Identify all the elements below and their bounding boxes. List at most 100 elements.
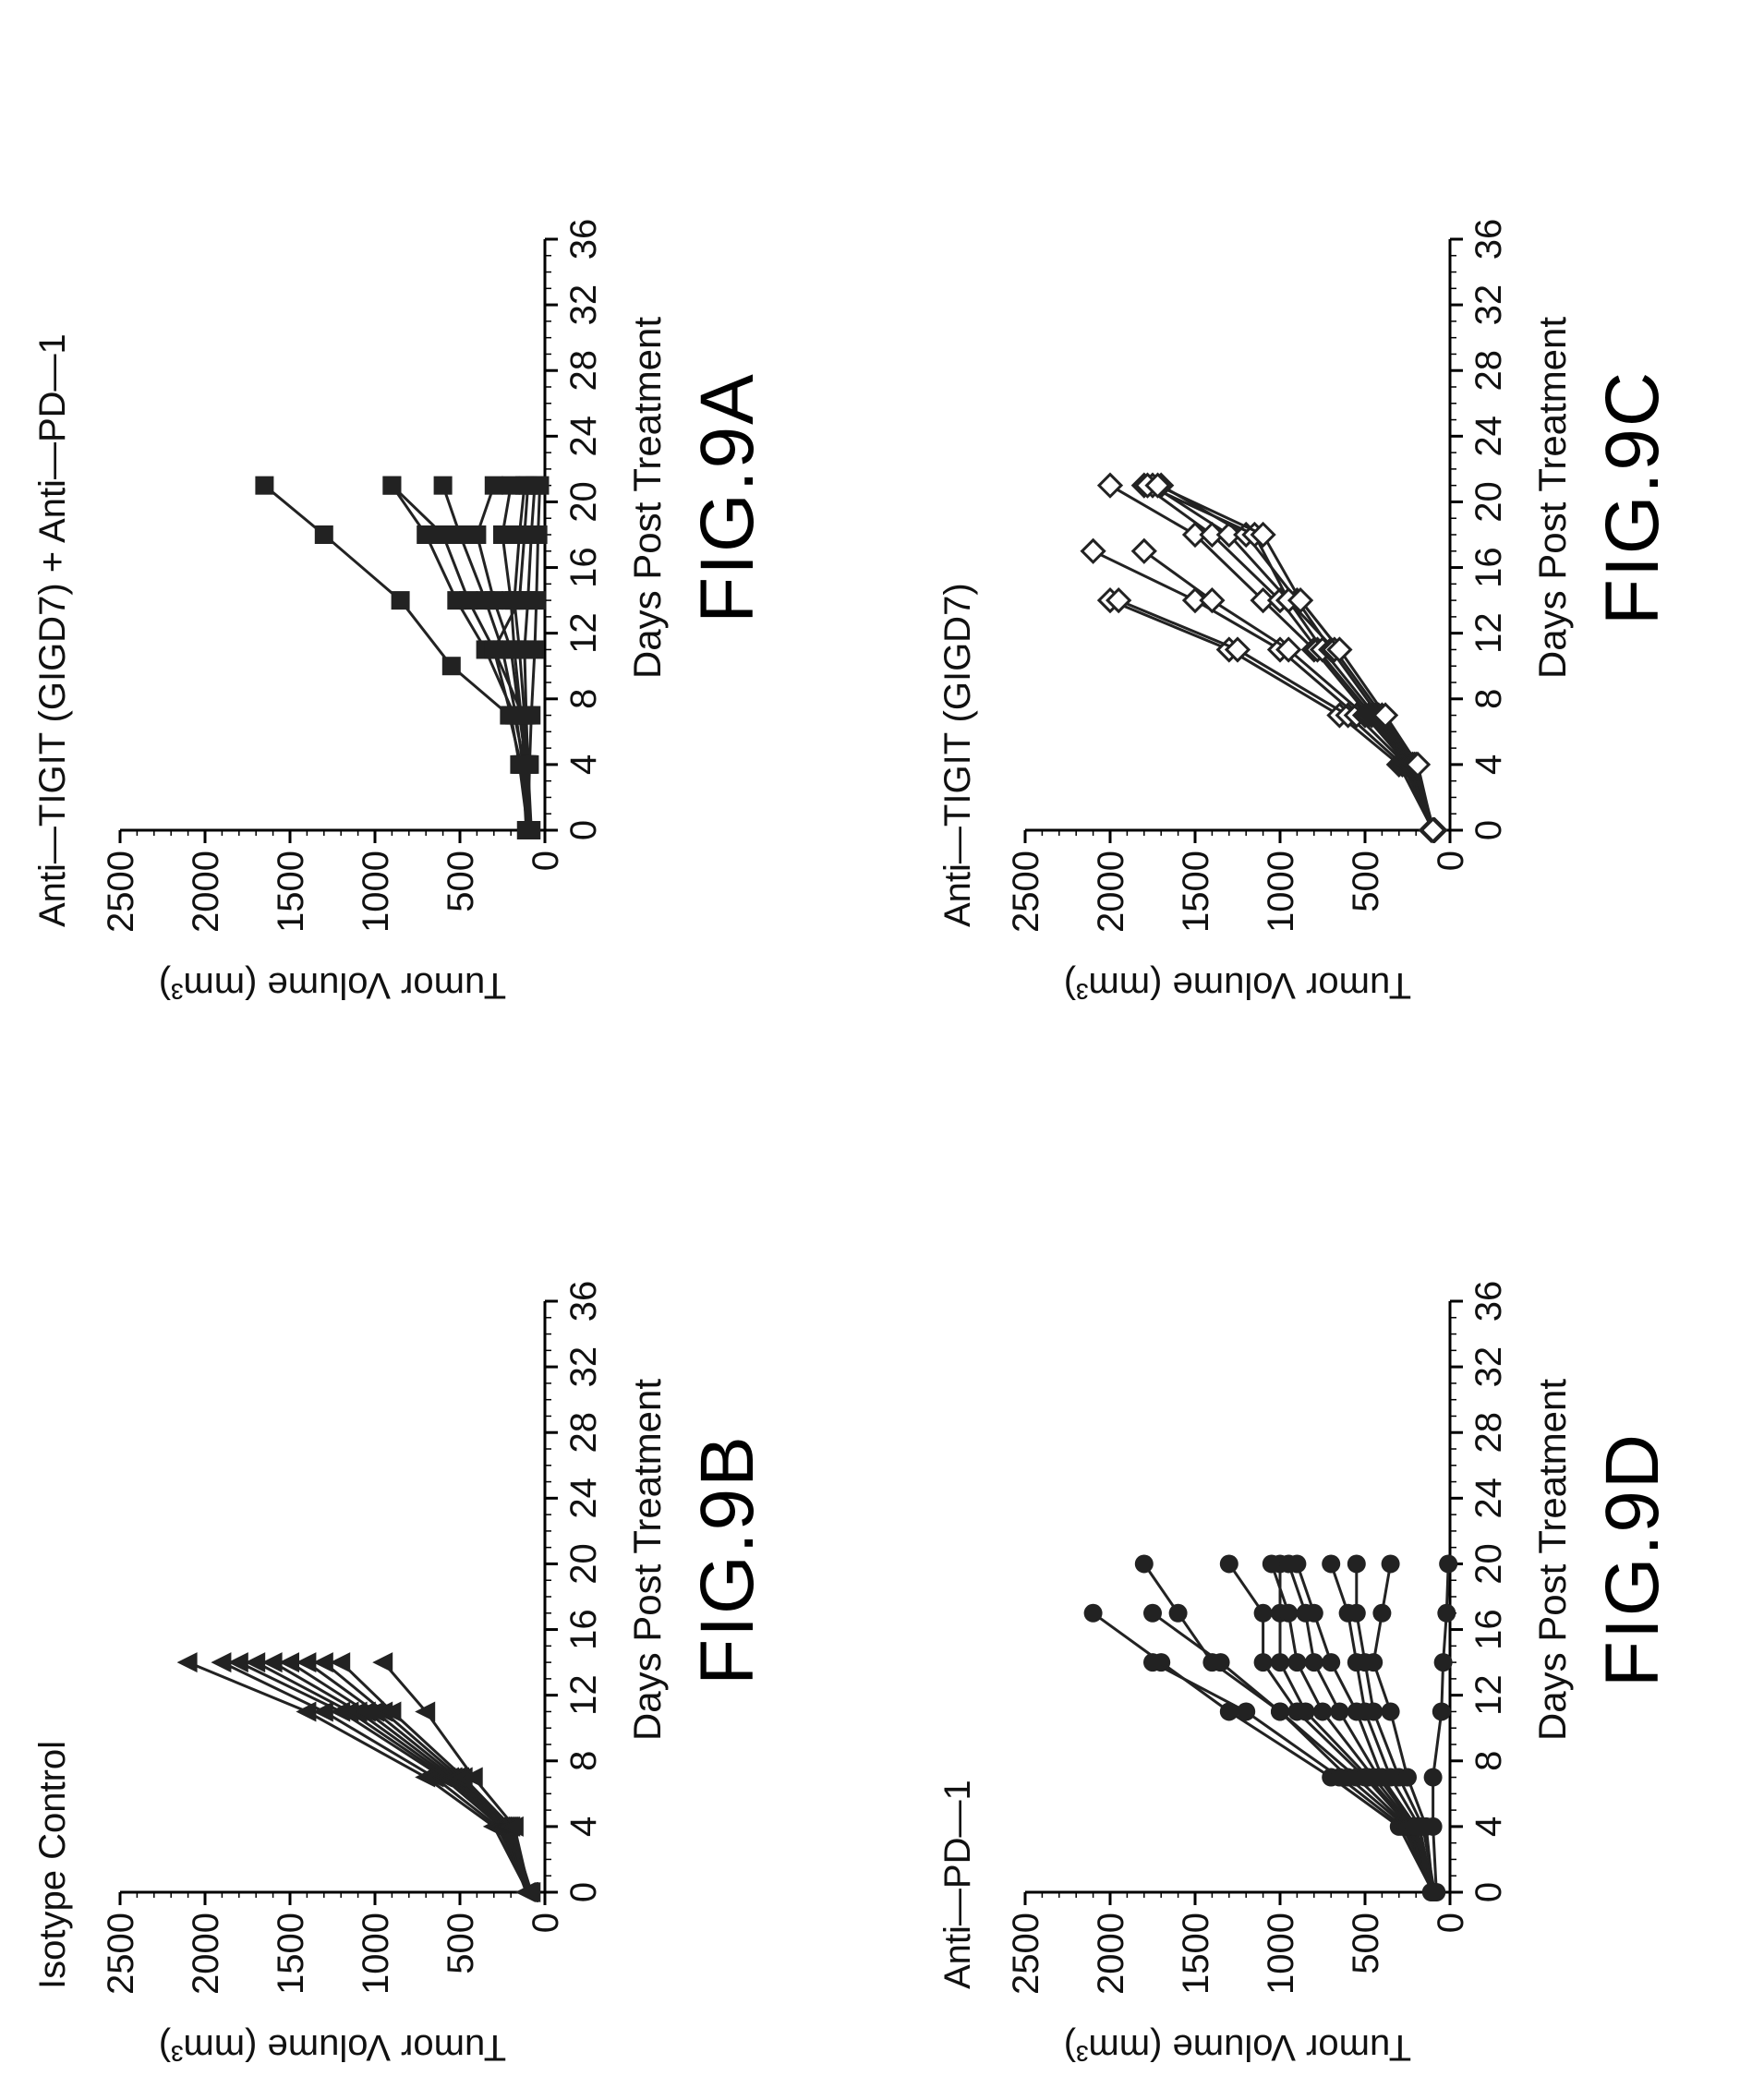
data-point <box>1381 1702 1400 1721</box>
x-tick-label: 0 <box>563 1882 604 1902</box>
data-point <box>1275 636 1302 663</box>
x-tick-label: 20 <box>563 1543 604 1585</box>
data-point <box>1398 1768 1417 1787</box>
y-tick-label: 2500 <box>101 1913 141 1995</box>
data-point <box>484 476 503 495</box>
data-point <box>525 640 544 659</box>
x-tick-label: 20 <box>563 481 604 523</box>
x-tick-label: 4 <box>563 754 604 775</box>
data-point <box>1219 1702 1238 1721</box>
y-tick-label: 500 <box>441 851 481 912</box>
y-tick-label: 0 <box>526 1913 566 1933</box>
series-line <box>238 1660 529 1893</box>
data-point <box>1143 1653 1162 1672</box>
x-tick-label: 24 <box>563 1478 604 1519</box>
y-tick-label: 2500 <box>1006 1913 1046 1995</box>
data-point <box>1219 1554 1238 1574</box>
data-point <box>522 706 541 725</box>
data-point <box>520 754 539 774</box>
x-tick-label: 4 <box>563 1816 604 1837</box>
data-point <box>1106 586 1132 614</box>
y-tick-label: 1500 <box>1176 851 1216 933</box>
x-tick-label: 4 <box>1468 754 1509 775</box>
data-point <box>1437 1603 1456 1623</box>
x-tick-label: 8 <box>1468 689 1509 709</box>
data-point <box>1347 1554 1366 1574</box>
x-tick-label: 4 <box>1468 1816 1509 1837</box>
x-tick-label: 8 <box>563 689 604 709</box>
x-axis-label: Days Post Treatment <box>1530 317 1574 679</box>
x-tick-label: 32 <box>563 284 604 326</box>
data-point <box>1168 1603 1188 1623</box>
data-point <box>1313 1702 1332 1721</box>
data-point <box>1427 1883 1446 1901</box>
x-tick-label: 12 <box>563 1674 604 1716</box>
panel-fig-9b: Isotype Control 0 500 1000 1500 2000 2500 0 4 8 12… <box>32 1281 769 2068</box>
data-point <box>1423 1768 1443 1787</box>
y-tick-label: 0 <box>526 851 566 871</box>
data-point <box>1144 472 1171 499</box>
x-tick-label: 24 <box>1468 416 1509 457</box>
data-point <box>382 476 402 495</box>
data-point <box>1130 537 1157 564</box>
data-point <box>484 640 503 659</box>
data-point <box>1423 1816 1443 1836</box>
data-point <box>314 525 333 544</box>
data-point <box>1420 816 1446 844</box>
y-tick-label: 2000 <box>186 1913 226 1995</box>
data-point <box>415 1701 436 1722</box>
data-point <box>391 591 410 610</box>
data-point <box>1322 1653 1341 1672</box>
x-tick-label: 12 <box>563 612 604 654</box>
data-point <box>518 821 538 839</box>
data-point <box>1364 1653 1383 1672</box>
data-point <box>255 476 274 495</box>
data-point <box>1330 1702 1349 1721</box>
data-point <box>1372 1603 1392 1623</box>
x-tick-label: 0 <box>563 820 604 840</box>
data-point <box>381 1701 402 1722</box>
data-point <box>1271 1702 1289 1721</box>
data-point <box>518 1882 539 1902</box>
data-point <box>176 1652 198 1673</box>
data-point <box>1211 1653 1230 1672</box>
x-tick-label: 36 <box>1468 1281 1509 1322</box>
y-tick-label: 1500 <box>271 1913 311 1995</box>
x-tick-label: 28 <box>563 1412 604 1454</box>
data-point <box>261 1652 283 1673</box>
x-tick-label: 28 <box>1468 1412 1509 1454</box>
y-tick-label: 2500 <box>101 851 141 933</box>
x-tick-label: 12 <box>1468 1674 1509 1716</box>
data-point <box>1253 1653 1273 1672</box>
data-point <box>1279 1603 1299 1623</box>
data-point <box>211 1652 232 1673</box>
x-tick-label: 32 <box>563 1346 604 1388</box>
x-tick-label: 36 <box>1468 219 1509 260</box>
y-tick-label: 0 <box>1431 1913 1471 1933</box>
x-tick-label: 8 <box>1468 1751 1509 1771</box>
data-point <box>502 1816 524 1837</box>
data-point <box>1322 1554 1341 1574</box>
x-tick-label: 28 <box>1468 350 1509 392</box>
y-tick-label: 0 <box>1431 851 1471 871</box>
y-tick-label: 1000 <box>1261 1913 1301 1995</box>
x-tick-label: 12 <box>1468 612 1509 654</box>
x-tick-label: 24 <box>563 416 604 457</box>
x-tick-label: 32 <box>1468 284 1509 326</box>
y-axis-label: Tumor Volume (mm³) <box>159 965 506 1006</box>
data-point <box>467 525 487 544</box>
x-tick-label: 36 <box>563 219 604 260</box>
data-point <box>312 1652 333 1673</box>
y-tick-label: 2500 <box>1006 851 1046 933</box>
data-point <box>245 1652 266 1673</box>
x-tick-label: 28 <box>563 350 604 392</box>
data-point <box>1287 586 1314 614</box>
y-tick-label: 1000 <box>356 851 396 933</box>
y-tick-label: 1500 <box>1176 1913 1216 1995</box>
data-point <box>451 525 469 544</box>
y-tick-label: 2000 <box>186 851 226 933</box>
data-point <box>1432 1702 1451 1721</box>
data-point <box>452 1767 473 1788</box>
